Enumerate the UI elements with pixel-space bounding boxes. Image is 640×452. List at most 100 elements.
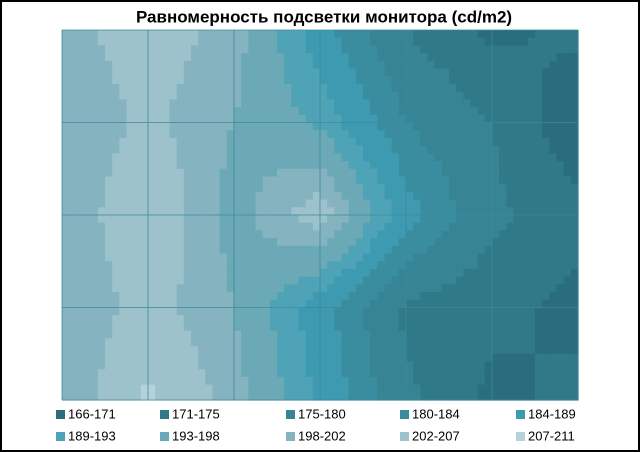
contour-cell	[277, 83, 285, 93]
contour-cell	[527, 30, 536, 39]
contour-cell	[219, 230, 228, 239]
contour-cell	[427, 299, 436, 309]
contour-cell	[198, 384, 206, 393]
contour-cell	[148, 76, 156, 85]
contour-cell	[427, 315, 436, 324]
contour-cell	[549, 299, 558, 309]
contour-cell	[191, 60, 199, 70]
legend-swatch	[516, 432, 525, 441]
contour-cell	[398, 315, 407, 324]
contour-cell	[513, 353, 522, 363]
contour-cell	[162, 122, 171, 131]
contour-cell	[198, 230, 206, 239]
contour-cell	[363, 222, 371, 232]
contour-cell	[255, 145, 264, 154]
contour-cell	[441, 45, 450, 54]
contour-cell	[219, 322, 228, 332]
contour-cell	[556, 60, 565, 70]
contour-cell	[370, 330, 378, 339]
contour-cell	[97, 307, 106, 316]
contour-cell	[97, 276, 106, 285]
contour-cell	[234, 261, 242, 270]
contour-cell	[398, 222, 407, 232]
contour-cell	[499, 191, 507, 201]
contour-cell	[262, 114, 271, 124]
contour-cell	[563, 322, 572, 332]
contour-cell	[377, 122, 386, 131]
contour-cell	[162, 276, 171, 285]
contour-cell	[169, 238, 178, 247]
contour-cell	[363, 30, 371, 39]
contour-cell	[155, 361, 163, 370]
contour-cell	[176, 361, 185, 370]
contour-cell	[205, 60, 214, 70]
contour-cell	[327, 261, 335, 270]
contour-cell	[241, 199, 249, 208]
contour-cell	[305, 392, 314, 401]
contour-cell	[527, 168, 536, 178]
contour-cell	[334, 68, 343, 77]
contour-cell	[112, 338, 120, 347]
contour-cell	[97, 191, 106, 201]
contour-cell	[212, 137, 221, 147]
contour-cell	[183, 238, 192, 247]
contour-cell	[183, 322, 192, 332]
contour-cell	[320, 137, 328, 147]
contour-cell	[219, 168, 228, 178]
contour-cell	[563, 230, 572, 239]
contour-cell	[542, 376, 550, 386]
contour-cell	[334, 30, 343, 39]
contour-cell	[76, 53, 85, 62]
contour-cell	[420, 191, 429, 201]
contour-cell	[97, 207, 106, 216]
contour-cell	[570, 122, 579, 131]
legend-label: 166-171	[68, 406, 116, 421]
contour-cell	[169, 253, 178, 262]
contour-cell	[183, 91, 192, 100]
contour-cell	[76, 60, 85, 70]
contour-cell	[255, 369, 264, 378]
contour-cell	[248, 276, 257, 285]
contour-cell	[241, 276, 249, 285]
contour-cell	[69, 184, 77, 193]
contour-cell	[506, 338, 515, 347]
contour-cell	[76, 168, 85, 178]
contour-cell	[570, 384, 579, 393]
contour-cell	[169, 261, 178, 270]
contour-cell	[284, 68, 292, 77]
contour-cell	[499, 307, 507, 316]
contour-cell	[198, 122, 206, 131]
contour-cell	[434, 215, 443, 224]
contour-cell	[520, 107, 529, 116]
contour-cell	[384, 299, 393, 309]
contour-cell	[83, 83, 92, 93]
contour-cell	[234, 361, 242, 370]
contour-cell	[398, 176, 407, 185]
contour-cell	[219, 268, 228, 278]
contour-cell	[219, 91, 228, 100]
contour-cell	[549, 384, 558, 393]
contour-cell	[262, 45, 271, 54]
contour-cell	[105, 245, 113, 255]
contour-cell	[234, 245, 242, 255]
contour-cell	[334, 361, 343, 370]
contour-cell	[456, 330, 464, 339]
contour-cell	[341, 91, 350, 100]
contour-cell	[198, 376, 206, 386]
contour-cell	[234, 30, 242, 39]
contour-cell	[176, 168, 185, 178]
contour-cell	[563, 130, 572, 139]
contour-cell	[191, 99, 199, 108]
contour-cell	[62, 384, 70, 393]
contour-cell	[384, 122, 393, 131]
contour-cell	[549, 284, 558, 293]
contour-cell	[162, 107, 171, 116]
contour-cell	[570, 222, 579, 232]
contour-cell	[305, 83, 314, 93]
contour-cell	[312, 330, 321, 339]
contour-cell	[262, 384, 271, 393]
contour-cell	[155, 392, 163, 401]
contour-cell	[477, 176, 486, 185]
contour-cell	[126, 68, 135, 77]
contour-cell	[83, 330, 92, 339]
